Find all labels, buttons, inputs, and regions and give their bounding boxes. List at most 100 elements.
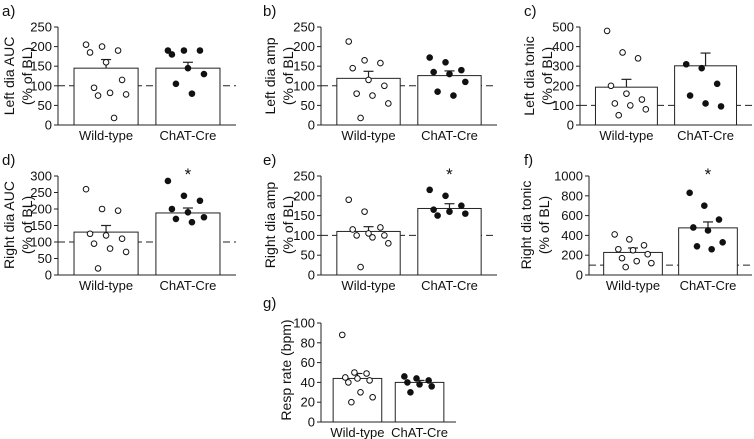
panel-d-bar-1 bbox=[155, 212, 221, 276]
panel-b-ylabel-line2: (% of BL) bbox=[280, 47, 296, 105]
panel-g-point-0-8 bbox=[369, 393, 376, 401]
panel-g-point-0-4 bbox=[354, 375, 361, 382]
panel-g-ytick-label-0: 0 bbox=[308, 415, 315, 430]
panel-f-point-1-4 bbox=[704, 227, 712, 234]
panel-g-bar-1 bbox=[394, 381, 445, 423]
panel-d: d) Right dia AUC (% of BL) bbox=[1, 152, 35, 269]
panel-a-ytick-label-2: 100 bbox=[30, 78, 52, 93]
panel-b-ytick-label-0: 0 bbox=[308, 118, 315, 133]
panel-b-point-0-7 bbox=[369, 92, 376, 99]
panel-g-ytick-label-1: 20 bbox=[301, 395, 315, 410]
panel-a-ylabel-line2: (% of BL) bbox=[19, 47, 35, 105]
panel-a-point-1-4 bbox=[184, 64, 192, 72]
panel-e-ytick-label-0: 0 bbox=[308, 268, 315, 283]
panel-g-point-0-6 bbox=[345, 379, 352, 386]
panel-d-point-0-5 bbox=[118, 235, 126, 242]
panel-a-point-1-2 bbox=[196, 47, 204, 54]
panel-c-bar-1 bbox=[674, 65, 738, 126]
panel-a-point-0-10 bbox=[110, 114, 118, 122]
panel-d-ytick-label-1: 50 bbox=[38, 251, 52, 266]
panel-d-point-0-2 bbox=[114, 207, 122, 214]
panel-a-point-0-5 bbox=[118, 76, 126, 84]
panel-a-point-1-7 bbox=[188, 90, 196, 97]
panel-f: f) Right dia tonic (% of BL) bbox=[518, 152, 552, 269]
panel-b-ytick-label-2: 100 bbox=[293, 78, 315, 93]
panel-f-point-0-4 bbox=[629, 246, 637, 254]
panel-b-ylabel-line1: Left dia amp bbox=[262, 37, 278, 114]
panel-e-point-1-1 bbox=[442, 192, 449, 200]
panel-f-bar-1 bbox=[678, 227, 738, 276]
panel-a-point-1-5 bbox=[200, 70, 208, 78]
panel-d-point-1-6 bbox=[172, 215, 180, 223]
panel-c-point-0-9 bbox=[615, 111, 623, 119]
panel-e-ytick-label-3: 150 bbox=[293, 208, 315, 223]
panel-g-category-label-1: ChAT-Cre bbox=[391, 425, 448, 439]
panel-b-point-0-5 bbox=[381, 82, 388, 90]
panel-g-point-1-1 bbox=[413, 375, 420, 382]
panel-e-point-0-5 bbox=[381, 232, 388, 239]
panel-f-point-0-8 bbox=[648, 259, 655, 267]
panel-b-ytick-label-5: 250 bbox=[293, 20, 315, 35]
panel-c-ytick-label-1: 100 bbox=[552, 98, 574, 113]
panel-f-point-0-1 bbox=[626, 236, 633, 243]
panel-a-point-0-4 bbox=[102, 58, 110, 66]
panel-b-point-0-6 bbox=[353, 90, 360, 97]
panel-e-point-0-4 bbox=[365, 230, 372, 237]
panel-g-label: g) bbox=[263, 295, 276, 312]
panel-d-significance-1: * bbox=[185, 165, 192, 184]
panel-d-point-0-4 bbox=[102, 232, 110, 239]
panel-g-point-0-5 bbox=[366, 377, 373, 384]
panel-e-significance-1: * bbox=[446, 165, 453, 184]
panel-b-point-0-0 bbox=[345, 38, 353, 45]
panel-a-point-0-7 bbox=[106, 89, 114, 97]
panel-g-ytick-label-3: 60 bbox=[301, 355, 315, 370]
panel-d-point-1-1 bbox=[180, 192, 188, 200]
panel-f-ytick-label-3: 600 bbox=[561, 208, 583, 223]
panel-a-ytick-label-5: 250 bbox=[30, 20, 52, 35]
panel-a-point-1-3 bbox=[168, 51, 176, 58]
panel-f-point-0-6 bbox=[618, 254, 626, 262]
panel-c-category-label-1: ChAT-Cre bbox=[677, 128, 734, 143]
panel-e-point-0-7 bbox=[369, 234, 376, 241]
panel-f-ytick-label-2: 400 bbox=[561, 228, 583, 243]
panel-e-point-0-9 bbox=[357, 263, 364, 271]
panel-b-plot: 0 50 100 150 200 250 Wild-type ChAT-Cre bbox=[293, 20, 497, 143]
panel-b-point-0-4 bbox=[365, 76, 372, 84]
panel-a-ytick-label-1: 50 bbox=[38, 98, 52, 113]
panel-d-point-0-3 bbox=[86, 230, 94, 238]
panel-f-point-0-5 bbox=[644, 250, 651, 258]
panel-b-ytick-label-4: 200 bbox=[293, 39, 315, 54]
panel-c-point-0-7 bbox=[627, 102, 634, 109]
panel-c-ytick-label-2: 200 bbox=[552, 78, 574, 93]
panel-f-point-0-2 bbox=[640, 242, 648, 249]
panel-b-point-0-3 bbox=[349, 64, 356, 72]
panel-a-point-0-9 bbox=[94, 92, 102, 99]
panel-d-point-1-7 bbox=[188, 218, 196, 226]
panel-c-ytick-label-5: 500 bbox=[552, 20, 574, 35]
panel-a-ytick-label-3: 150 bbox=[30, 59, 52, 74]
panel-e-point-0-6 bbox=[353, 232, 360, 239]
panel-e-ylabel-line1: Right dia amp bbox=[262, 182, 278, 269]
panel-c-point-1-2 bbox=[713, 80, 721, 88]
panel-c-point-0-6 bbox=[611, 100, 619, 107]
panel-g-point-1-4 bbox=[416, 381, 423, 388]
panel-c-ytick-label-4: 400 bbox=[552, 39, 574, 54]
panel-d-point-0-1 bbox=[98, 205, 106, 213]
panel-d-point-1-2 bbox=[196, 197, 204, 205]
panel-d-point-1-3 bbox=[168, 205, 176, 213]
panel-f-ylabel-line1: Right dia tonic bbox=[518, 181, 534, 270]
panel-e-plot: * 0 50 100 150 200 250 Wild-type ChAT-Cre bbox=[293, 165, 497, 293]
panel-b-point-1-0 bbox=[426, 54, 433, 61]
panel-b-point-1-5 bbox=[462, 78, 469, 86]
panel-d-ytick-label-4: 200 bbox=[30, 202, 52, 217]
panel-g-point-0-7 bbox=[357, 389, 364, 396]
panel-a-ylabel-line1: Left dia AUC bbox=[1, 37, 17, 116]
panel-g-point-1-5 bbox=[428, 383, 436, 390]
panel-b-point-0-1 bbox=[361, 57, 368, 64]
panel-d-category-label-0: Wild-type bbox=[79, 278, 133, 293]
panel-f-label: f) bbox=[524, 152, 533, 169]
panel-f-ytick-label-0: 0 bbox=[576, 268, 583, 283]
panel-f-point-1-3 bbox=[690, 224, 697, 231]
panel-c-point-0-0 bbox=[603, 27, 611, 35]
